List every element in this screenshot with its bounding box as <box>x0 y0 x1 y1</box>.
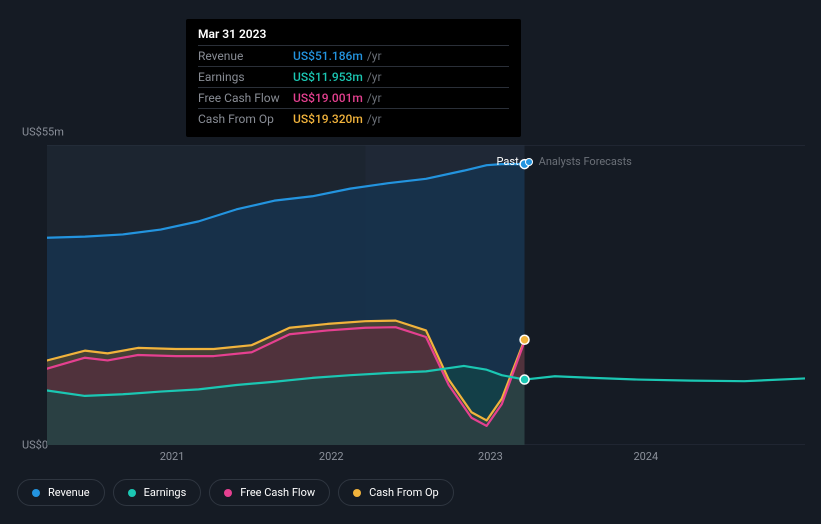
chart-tooltip: Mar 31 2023 RevenueUS$51.186m/yrEarnings… <box>186 19 521 137</box>
y-axis-tick-label: US$0 <box>22 439 48 452</box>
plot-area[interactable]: Past Analysts Forecasts <box>47 145 805 445</box>
tooltip-row-unit: /yr <box>367 70 382 84</box>
tooltip-row: RevenueUS$51.186m/yr <box>198 45 509 66</box>
tooltip-date: Mar 31 2023 <box>198 27 509 45</box>
legend-dot-icon <box>128 489 136 497</box>
legend-item[interactable]: Revenue <box>17 479 105 506</box>
tooltip-rows: RevenueUS$51.186m/yrEarningsUS$11.953m/y… <box>198 45 509 129</box>
tooltip-row-label: Revenue <box>198 49 293 63</box>
x-axis-tick-label: 2021 <box>160 450 185 463</box>
tooltip-row-label: Earnings <box>198 70 293 84</box>
tooltip-row-value: US$51.186m <box>293 49 363 63</box>
chart-legend: Revenue Earnings Free Cash Flow Cash From O… <box>17 479 454 506</box>
legend-item-label: Earnings <box>144 486 187 499</box>
tooltip-row-unit: /yr <box>367 49 382 63</box>
past-label: Past <box>497 155 519 168</box>
tooltip-row-unit: /yr <box>367 112 382 126</box>
tooltip-row-label: Cash From Op <box>198 112 293 126</box>
legend-item[interactable]: Earnings <box>113 479 202 506</box>
x-axis-tick-label: 2024 <box>633 450 658 463</box>
chart-svg <box>47 145 805 445</box>
tooltip-row: Cash From OpUS$19.320m/yr <box>198 108 509 129</box>
legend-dot-icon <box>32 489 40 497</box>
legend-item[interactable]: Cash From Op <box>338 479 454 506</box>
past-future-split: Past Analysts Forecasts <box>497 155 632 168</box>
tooltip-row: EarningsUS$11.953m/yr <box>198 66 509 87</box>
legend-item-label: Free Cash Flow <box>240 486 315 499</box>
tooltip-row-value: US$11.953m <box>293 70 363 84</box>
x-axis-tick-label: 2022 <box>319 450 344 463</box>
y-axis-tick-label: US$55m <box>22 126 64 139</box>
legend-item-label: Cash From Op <box>369 486 439 499</box>
x-axis-tick-label: 2023 <box>478 450 503 463</box>
legend-item-label: Revenue <box>48 486 90 499</box>
tooltip-row-value: US$19.001m <box>293 91 363 105</box>
split-marker-icon <box>525 158 533 166</box>
legend-item[interactable]: Free Cash Flow <box>209 479 330 506</box>
legend-dot-icon <box>353 489 361 497</box>
tooltip-row-label: Free Cash Flow <box>198 91 293 105</box>
tooltip-row-value: US$19.320m <box>293 112 363 126</box>
tooltip-row: Free Cash FlowUS$19.001m/yr <box>198 87 509 108</box>
tooltip-row-unit: /yr <box>367 91 382 105</box>
legend-dot-icon <box>224 489 232 497</box>
earnings-revenue-chart: US$55m US$0 Past Analysts Forecasts 2021 2… <box>17 125 807 465</box>
future-label: Analysts Forecasts <box>539 155 632 168</box>
